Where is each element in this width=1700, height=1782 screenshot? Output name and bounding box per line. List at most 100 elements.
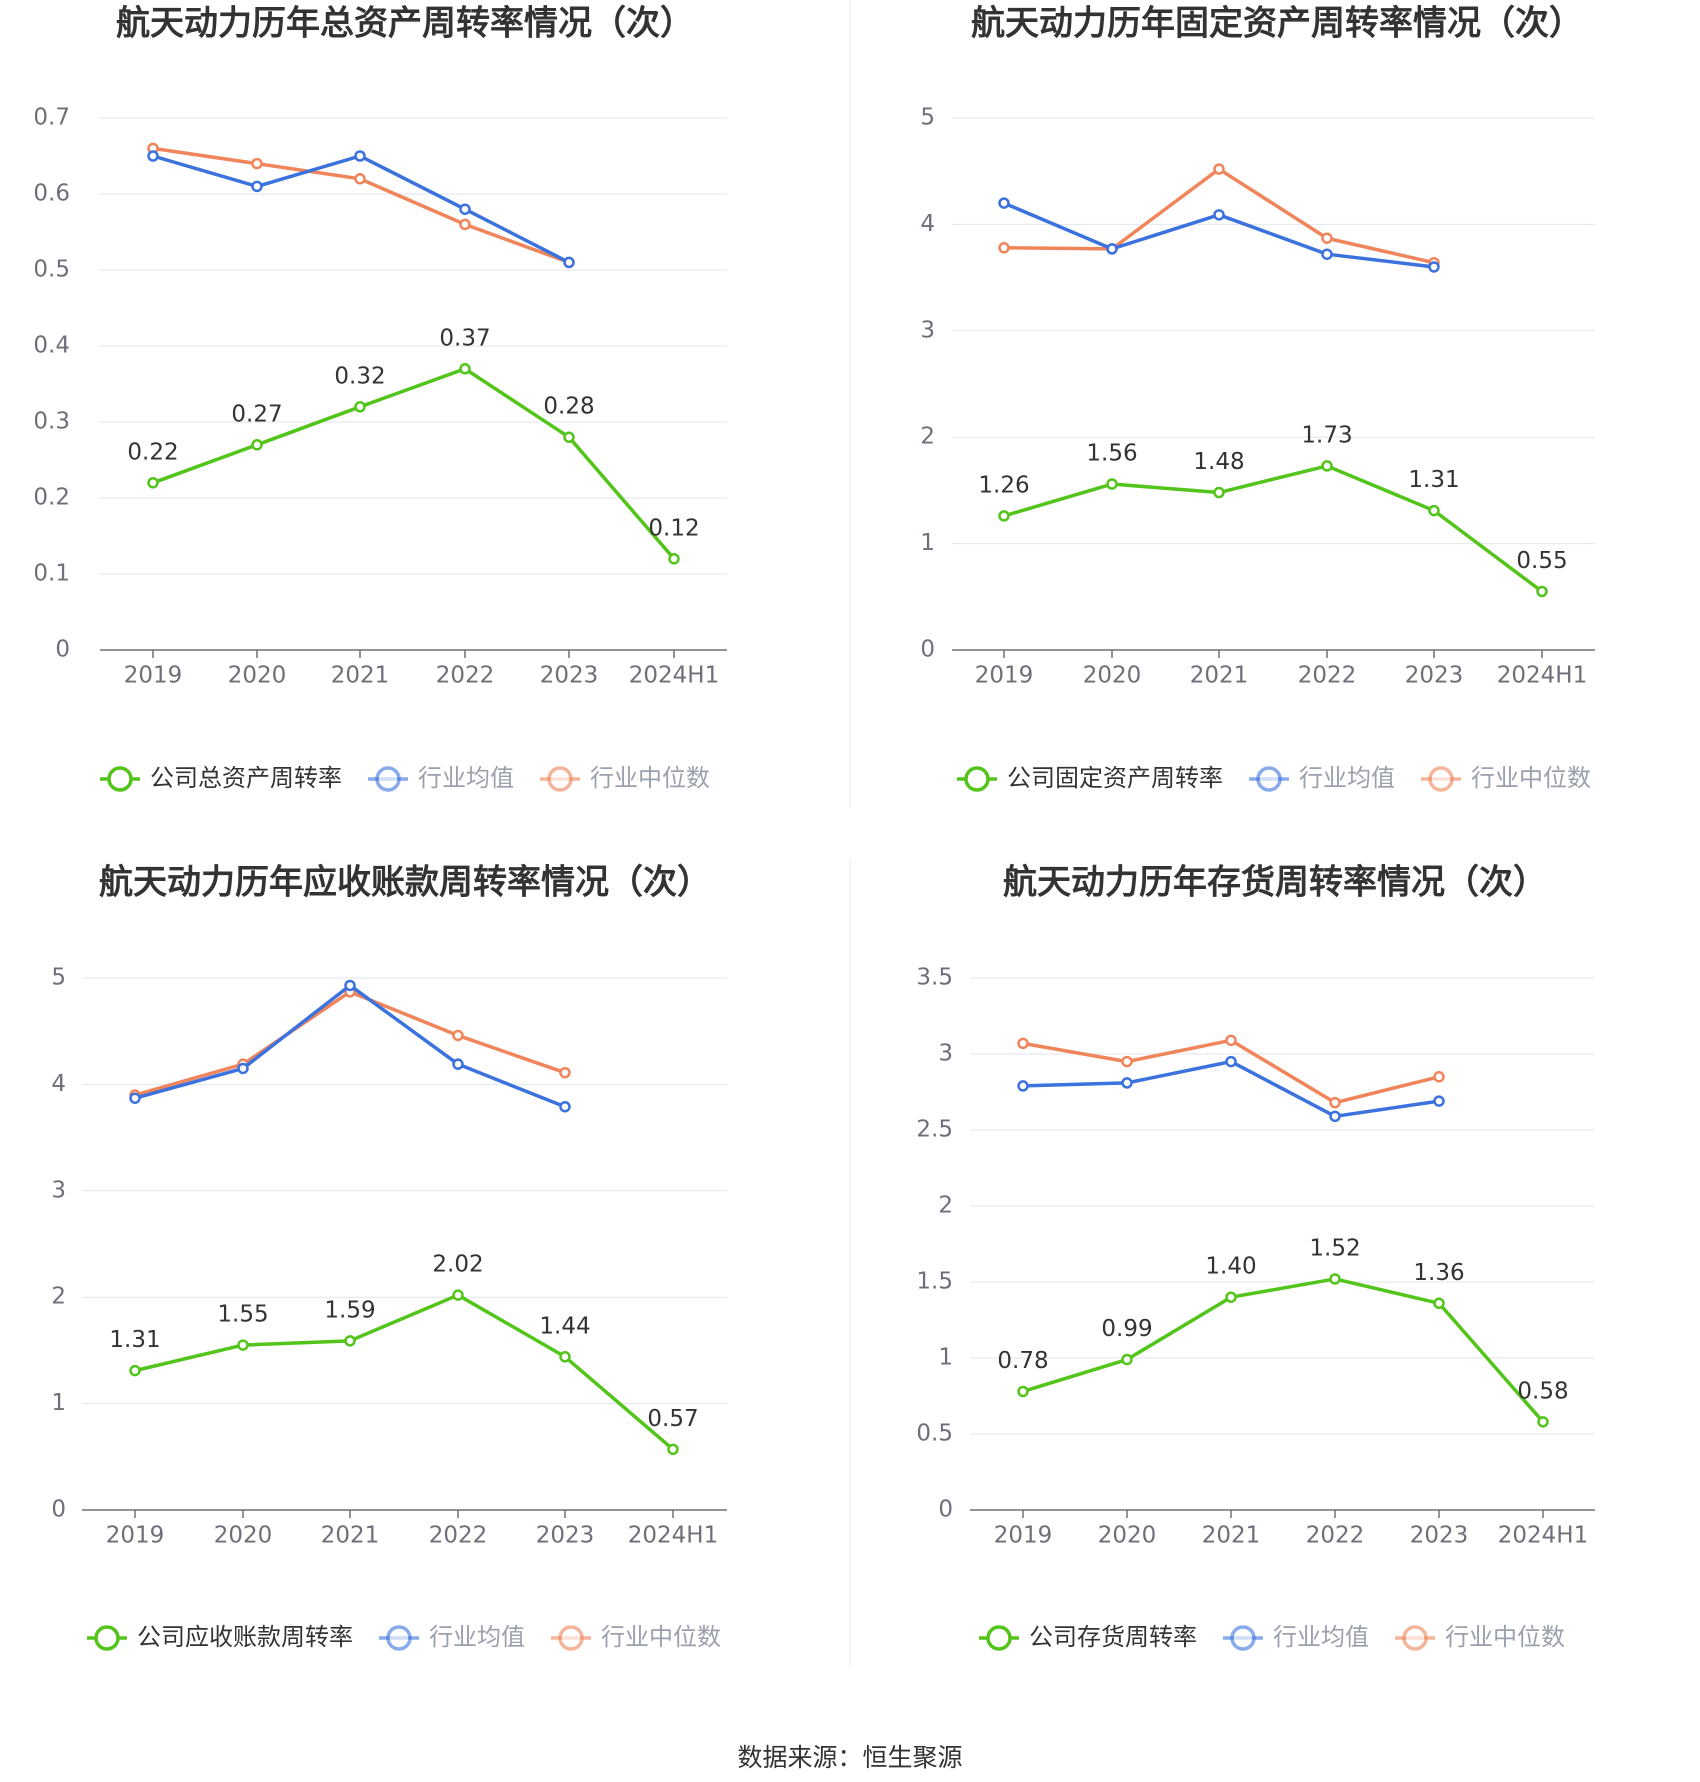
chart2-average-point <box>1106 243 1118 255</box>
chart2-data-label: 1.73 <box>1301 422 1352 448</box>
chart4-median-point <box>1225 1034 1237 1047</box>
chart1-company-point <box>668 553 680 565</box>
chart1-data-label: 0.27 <box>231 401 282 427</box>
chart4-x-tick-label: 2019 <box>994 1523 1053 1549</box>
chart3-x-tick-label: 2019 <box>106 1523 165 1549</box>
chart1-average-point <box>354 150 366 162</box>
data-source-note: 数据来源：恒生聚源 <box>737 1743 963 1772</box>
chart4-legend-average-marker <box>1230 1625 1256 1651</box>
chart4-data-label: 0.78 <box>997 1348 1048 1374</box>
chart3-legend-average-marker <box>386 1625 412 1651</box>
chart2-median-point <box>1213 163 1225 175</box>
chart2-company-line <box>1003 464 1544 593</box>
chart2-median-point <box>998 242 1010 254</box>
chart3-average-point <box>129 1092 141 1104</box>
chart1-legend-company-label: 公司总资产周转率 <box>150 764 342 792</box>
chart2-x-tick-label: 2024H1 <box>1497 663 1587 689</box>
chart3-data-label: 1.55 <box>217 1302 268 1328</box>
chart3-median-point <box>559 1066 571 1079</box>
chart3-x-tick-label: 2023 <box>536 1523 595 1549</box>
chart4-company-point <box>1225 1291 1237 1303</box>
chart2-y-tick-label: 3 <box>920 317 935 343</box>
chart3-y-tick-label: 2 <box>51 1284 66 1310</box>
chart4-y-tick-label: 2 <box>938 1193 953 1219</box>
chart4-company-point <box>1433 1297 1445 1310</box>
chart4-legend-median-label: 行业中位数 <box>1445 1623 1565 1651</box>
chart2-average-point <box>1213 209 1225 221</box>
chart2-legend-median-marker <box>1428 766 1454 792</box>
chart2-y-tick-label: 5 <box>920 105 935 131</box>
chart3-company-point <box>344 1335 356 1347</box>
chart3-y-tick-label: 4 <box>51 1071 66 1097</box>
chart1-company-point <box>563 431 575 443</box>
chart2-company-point <box>1428 504 1440 517</box>
chart2-median-point <box>1321 232 1333 244</box>
chart2-company-point <box>1213 486 1225 499</box>
chart1-company-point <box>354 401 366 413</box>
chart3-company-point <box>559 1351 571 1363</box>
chart2-x-tick-label: 2022 <box>1298 663 1357 689</box>
chart1-x-tick-label: 2021 <box>331 663 390 689</box>
chart4-company-line <box>1022 1277 1545 1423</box>
chart3-y-tick-label: 0 <box>51 1497 66 1523</box>
chart1-x-tick-label: 2019 <box>124 663 183 689</box>
chart1-legend-average-marker <box>375 766 401 792</box>
chart1-data-label: 0.22 <box>127 439 178 465</box>
chart1-median-line <box>152 146 570 265</box>
chart2-legend-average-marker <box>1256 766 1282 792</box>
chart1-median-point <box>354 173 366 185</box>
chart2-x-tick-label: 2021 <box>1190 663 1249 689</box>
chart1-y-tick-label: 0 <box>55 637 70 663</box>
chart1-legend-median-marker <box>547 766 573 792</box>
chart1-average-point <box>147 150 159 162</box>
chart4-y-tick-label: 0 <box>938 1497 953 1523</box>
chart4-median-line <box>1022 1038 1440 1105</box>
chart2-y-tick-label: 4 <box>920 211 935 237</box>
chart1-company-point <box>459 363 471 375</box>
chart2-legend-median-label: 行业中位数 <box>1471 764 1591 792</box>
chart3-median-point <box>452 1029 464 1042</box>
chart4-x-tick-label: 2021 <box>1202 1523 1261 1549</box>
chart4-data-label: 0.99 <box>1101 1316 1152 1342</box>
chart4-x-tick-label: 2020 <box>1098 1523 1157 1549</box>
chart1-company-line <box>152 367 676 560</box>
chart2-average-point <box>1428 261 1440 273</box>
chart4-y-tick-label: 1 <box>938 1345 953 1371</box>
chart3-legend-median-marker <box>558 1625 584 1651</box>
chart3-average-line <box>134 983 566 1109</box>
chart3-data-label: 1.44 <box>539 1313 590 1339</box>
chart3-company-point <box>129 1364 141 1377</box>
chart1-y-tick-label: 0.6 <box>33 181 70 207</box>
chart4-legend-company-marker <box>986 1625 1012 1651</box>
chart1-x-tick-label: 2024H1 <box>629 663 719 689</box>
chart1-y-tick-label: 0.2 <box>33 485 70 511</box>
chart4-company-point <box>1121 1353 1133 1366</box>
chart4-median-point <box>1017 1037 1029 1050</box>
chart1-x-tick-label: 2023 <box>540 663 599 689</box>
chart4-data-label: 1.52 <box>1309 1235 1360 1261</box>
chart4-median-point <box>1121 1055 1133 1068</box>
chart4-x-tick-label: 2024H1 <box>1498 1523 1588 1549</box>
chart4-y-tick-label: 2.5 <box>916 1117 953 1143</box>
chart4-median-point <box>1329 1096 1341 1109</box>
chart1-legend-company-marker <box>107 766 133 792</box>
chart1-legend-median-label: 行业中位数 <box>590 764 710 792</box>
chart2-legend-average-label: 行业均值 <box>1299 764 1395 792</box>
chart3-data-label: 2.02 <box>432 1252 483 1278</box>
chart3-y-tick-label: 5 <box>51 965 66 991</box>
chart3-data-label: 1.59 <box>324 1297 375 1323</box>
chart4-average-point <box>1121 1077 1133 1089</box>
chart4-legend-average-label: 行业均值 <box>1273 1623 1369 1651</box>
chart3-legend-median-label: 行业中位数 <box>601 1623 721 1651</box>
chart4-legend-median-marker <box>1402 1625 1428 1651</box>
chart2-legend-company-label: 公司固定资产周转率 <box>1007 764 1223 792</box>
chart3-company-point <box>667 1443 679 1456</box>
chart4-company-point <box>1537 1416 1549 1428</box>
chart3-company-point <box>452 1289 464 1301</box>
chart2-company-point <box>1106 478 1118 490</box>
chart4-data-label: 0.58 <box>1517 1378 1568 1404</box>
chart2-data-label: 1.56 <box>1086 441 1137 467</box>
chart4-average-point <box>1017 1080 1029 1092</box>
chart3-average-point <box>452 1058 464 1070</box>
